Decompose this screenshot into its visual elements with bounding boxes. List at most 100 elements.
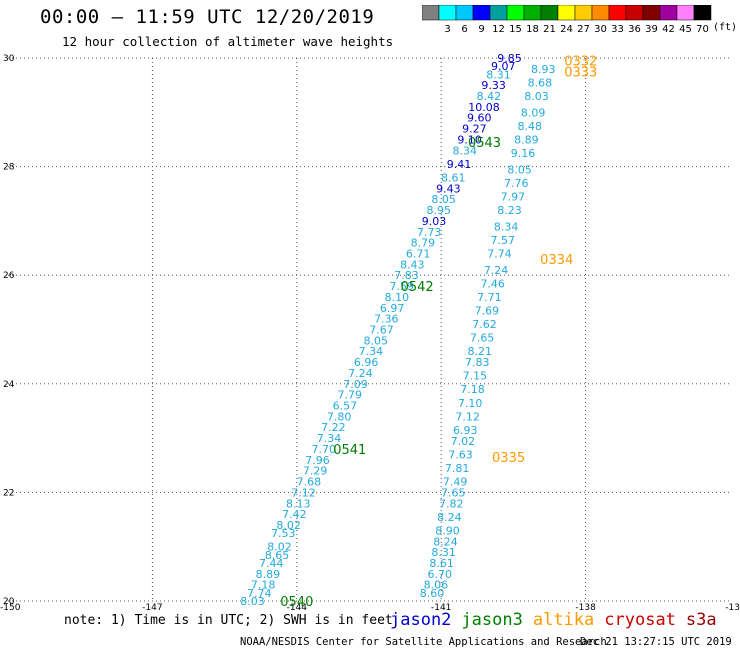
colorbar-label: 15: [509, 24, 522, 35]
wave-height-point: 7.70: [312, 443, 337, 456]
y-tick-label: 30: [3, 54, 15, 64]
x-tick-label: -141: [431, 603, 451, 612]
wave-height-point: 7.65: [470, 332, 495, 345]
track-label: 0335: [492, 451, 525, 466]
wave-height-point: 7.74: [247, 587, 272, 600]
colorbar-label: 33: [611, 24, 624, 35]
wave-height-point: 7.12: [291, 486, 316, 499]
wave-height-point: 8.24: [437, 511, 462, 524]
wave-height-point: 8.65: [265, 549, 290, 562]
colorbar-label: 24: [560, 24, 573, 35]
wave-height-point: 8.02: [276, 519, 301, 532]
legend-item-jason3: jason3: [461, 610, 523, 630]
wave-height-point: 7.96: [305, 454, 330, 467]
footer-credit: NOAA/NESDIS Center for Satellite Applica…: [240, 636, 607, 648]
legend-item-jason2: jason2: [390, 610, 452, 630]
wave-height-point: 8.43: [400, 258, 425, 271]
wave-height-point: 6.96: [354, 356, 379, 369]
x-tick-label: -144: [287, 603, 308, 612]
wave-height-point: 8.89: [256, 568, 281, 581]
colorbar-unit: (ft): [713, 22, 738, 33]
wave-height-point: 7.10: [458, 397, 483, 410]
wave-height-point: 7.81: [445, 462, 470, 475]
wave-height-point: 6.70: [428, 568, 453, 581]
legend: jason2 jason3 altika cryosat s3a: [390, 610, 727, 630]
wave-height-point: 7.34: [317, 432, 342, 445]
wave-height-point: 8.89: [514, 133, 539, 146]
chart-subtitle: 12 hour collection of altimeter wave hei…: [62, 34, 394, 49]
wave-height-point: 8.93: [531, 63, 556, 76]
wave-height-point: 6.71: [406, 247, 431, 260]
legend-item-altika: altika: [532, 610, 595, 630]
wave-height-point: 8.09: [521, 106, 546, 119]
colorbar-label: 18: [526, 24, 539, 35]
wave-height-point: 7.57: [491, 234, 516, 247]
wave-height-point: 7.74: [487, 247, 512, 260]
colorbar-label: 12: [492, 24, 505, 35]
track-label: 0543: [468, 136, 501, 151]
wave-height-point: 9.41: [447, 158, 472, 171]
colorbar-label: 6: [461, 24, 467, 35]
track-label: 0541: [333, 443, 366, 458]
colorbar-swatch: [693, 5, 712, 21]
x-tick-label: -150: [0, 603, 21, 612]
colorbar-label: 42: [662, 24, 675, 35]
track-label: 0334: [540, 253, 573, 268]
wave-height-point: 8.60: [420, 587, 445, 600]
wave-height-point: 7.09: [343, 378, 368, 391]
wave-height-point: 7.83: [394, 269, 419, 282]
y-tick-label: 28: [3, 163, 15, 173]
x-tick-label: -138: [575, 603, 596, 612]
legend-item-cryosat: cryosat: [604, 610, 676, 630]
wave-height-point: 8.42: [477, 90, 502, 103]
wave-height-point: 7.46: [480, 277, 505, 290]
wave-height-point: 8.68: [528, 76, 553, 89]
wave-height-point: 8.13: [286, 497, 311, 510]
wave-height-point: 9.16: [511, 147, 536, 160]
wave-height-point: 8.79: [411, 237, 436, 250]
wave-height-point: 9.43: [436, 182, 461, 195]
wave-height-point: 7.76: [504, 177, 529, 190]
wave-height-point: 8.95: [427, 204, 452, 217]
wave-height-point: 7.67: [369, 324, 394, 337]
colorbar-label: 45: [679, 24, 692, 35]
y-tick-label: 24: [3, 380, 15, 390]
wave-height-point: 7.36: [374, 313, 399, 326]
wave-height-point: 7.29: [303, 465, 328, 478]
y-tick-label: 26: [3, 271, 15, 281]
wave-height-point: 8.05: [507, 163, 532, 176]
wave-height-point: 7.68: [297, 476, 322, 489]
wave-height-point: 7.73: [417, 226, 442, 239]
track-label: 0540: [280, 595, 313, 610]
wave-height-point: 8.23: [497, 204, 522, 217]
wave-height-point: 8.90: [435, 524, 460, 537]
wave-height-point: 7.83: [465, 356, 490, 369]
wave-height-point: 6.97: [380, 302, 405, 315]
wave-height-point: 7.02: [451, 435, 476, 448]
colorbar-label: 9: [478, 24, 484, 35]
wave-height-point: 7.82: [439, 497, 464, 510]
wave-height-point: 8.61: [429, 557, 454, 570]
y-tick-label: 20: [3, 597, 15, 607]
wave-height-point: 8.03: [240, 595, 265, 608]
wave-height-point: 8.06: [424, 579, 449, 592]
wave-height-point: 7.69: [475, 304, 500, 317]
colorbar-label: 30: [594, 24, 607, 35]
wave-height-point: 8.31: [486, 68, 511, 81]
wave-height-point: 7.65: [441, 486, 466, 499]
wave-height-point: 7.34: [359, 345, 384, 358]
wave-height-point: 8.03: [524, 90, 549, 103]
wave-height-point: 7.49: [443, 476, 468, 489]
track-label: 0542: [401, 280, 434, 295]
wave-height-point: 9.03: [422, 215, 447, 228]
wave-height-point: 7.62: [472, 318, 497, 331]
legend-item-s3a: s3a: [685, 610, 717, 630]
colorbar-label: 27: [577, 24, 590, 35]
wave-height-point: 8.24: [433, 535, 458, 548]
wave-height-point: 9.85: [497, 52, 522, 65]
wave-height-point: 6.57: [333, 400, 358, 413]
colorbar-label: 36: [628, 24, 641, 35]
wave-height-point: 7.24: [484, 264, 509, 277]
y-tick-label: 22: [3, 488, 14, 498]
wave-height-point: 10.08: [468, 101, 500, 114]
